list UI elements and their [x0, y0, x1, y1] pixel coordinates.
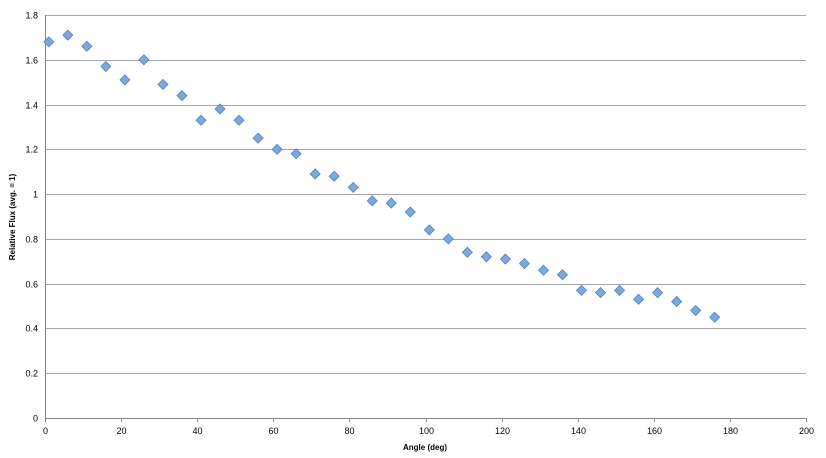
- data-points: [43, 29, 721, 323]
- data-point: [176, 90, 188, 102]
- data-point: [195, 114, 207, 126]
- data-point: [43, 36, 55, 48]
- data-point: [633, 293, 645, 305]
- x-tick-label: 20: [116, 426, 126, 436]
- data-point: [290, 148, 302, 160]
- x-tick-label: 0: [43, 426, 48, 436]
- y-tick-label: 0.8: [25, 235, 38, 245]
- x-tick-label: 40: [192, 426, 202, 436]
- data-point: [366, 195, 378, 207]
- x-tick-label: 100: [419, 426, 434, 436]
- data-point: [233, 114, 245, 126]
- data-point: [81, 40, 93, 52]
- x-tick-label: 200: [799, 426, 814, 436]
- data-point: [537, 264, 550, 276]
- data-point: [252, 132, 264, 144]
- x-tick-label: 60: [268, 426, 278, 436]
- data-point: [271, 143, 283, 155]
- y-tick-label: 1: [33, 190, 38, 200]
- data-point: [709, 311, 721, 323]
- data-point: [119, 74, 131, 86]
- y-tick-label: 1.8: [25, 11, 38, 21]
- data-point: [138, 54, 150, 66]
- data-point: [480, 251, 492, 263]
- data-point: [556, 269, 569, 281]
- y-tick-label: 1.2: [25, 145, 38, 155]
- data-point: [328, 170, 340, 182]
- x-tick-label: 120: [495, 426, 510, 436]
- data-point: [385, 197, 397, 209]
- y-tick-label: 0.4: [25, 324, 38, 334]
- y-tick-label: 0.6: [25, 280, 38, 290]
- x-tick-label: 140: [571, 426, 586, 436]
- y-tick-label: 0: [33, 414, 38, 424]
- data-point: [214, 103, 226, 115]
- x-tick-label: 180: [723, 426, 738, 436]
- data-point: [518, 257, 530, 270]
- data-point: [690, 304, 702, 317]
- data-point: [347, 181, 359, 193]
- data-point: [652, 287, 664, 299]
- data-point: [671, 296, 683, 308]
- data-point: [309, 168, 321, 180]
- data-point: [613, 284, 626, 296]
- tick-labels: 0 0.2 0.4 0.6 0.8 1 1.2 1.4 1.6 1.8 0 20 40 60 80 100 12…: [25, 11, 814, 437]
- gridlines: [45, 15, 806, 374]
- data-point: [62, 29, 74, 41]
- y-axis-title: Relative Flux (avg. = 1): [8, 173, 17, 260]
- y-tick-label: 0.2: [25, 369, 38, 379]
- data-point: [423, 224, 435, 236]
- data-point: [461, 246, 473, 258]
- y-tick-label: 1.6: [25, 56, 38, 66]
- data-point: [100, 60, 112, 73]
- data-point: [594, 287, 607, 299]
- axes: [45, 15, 807, 422]
- data-point: [499, 253, 511, 265]
- x-axis-title: Angle (deg): [403, 443, 447, 452]
- data-point: [442, 233, 454, 245]
- y-tick-label: 1.4: [25, 101, 38, 111]
- data-point: [404, 206, 416, 218]
- data-point: [157, 78, 169, 90]
- x-tick-label: 80: [344, 426, 354, 436]
- x-tick-label: 160: [647, 426, 662, 436]
- data-point: [575, 284, 588, 296]
